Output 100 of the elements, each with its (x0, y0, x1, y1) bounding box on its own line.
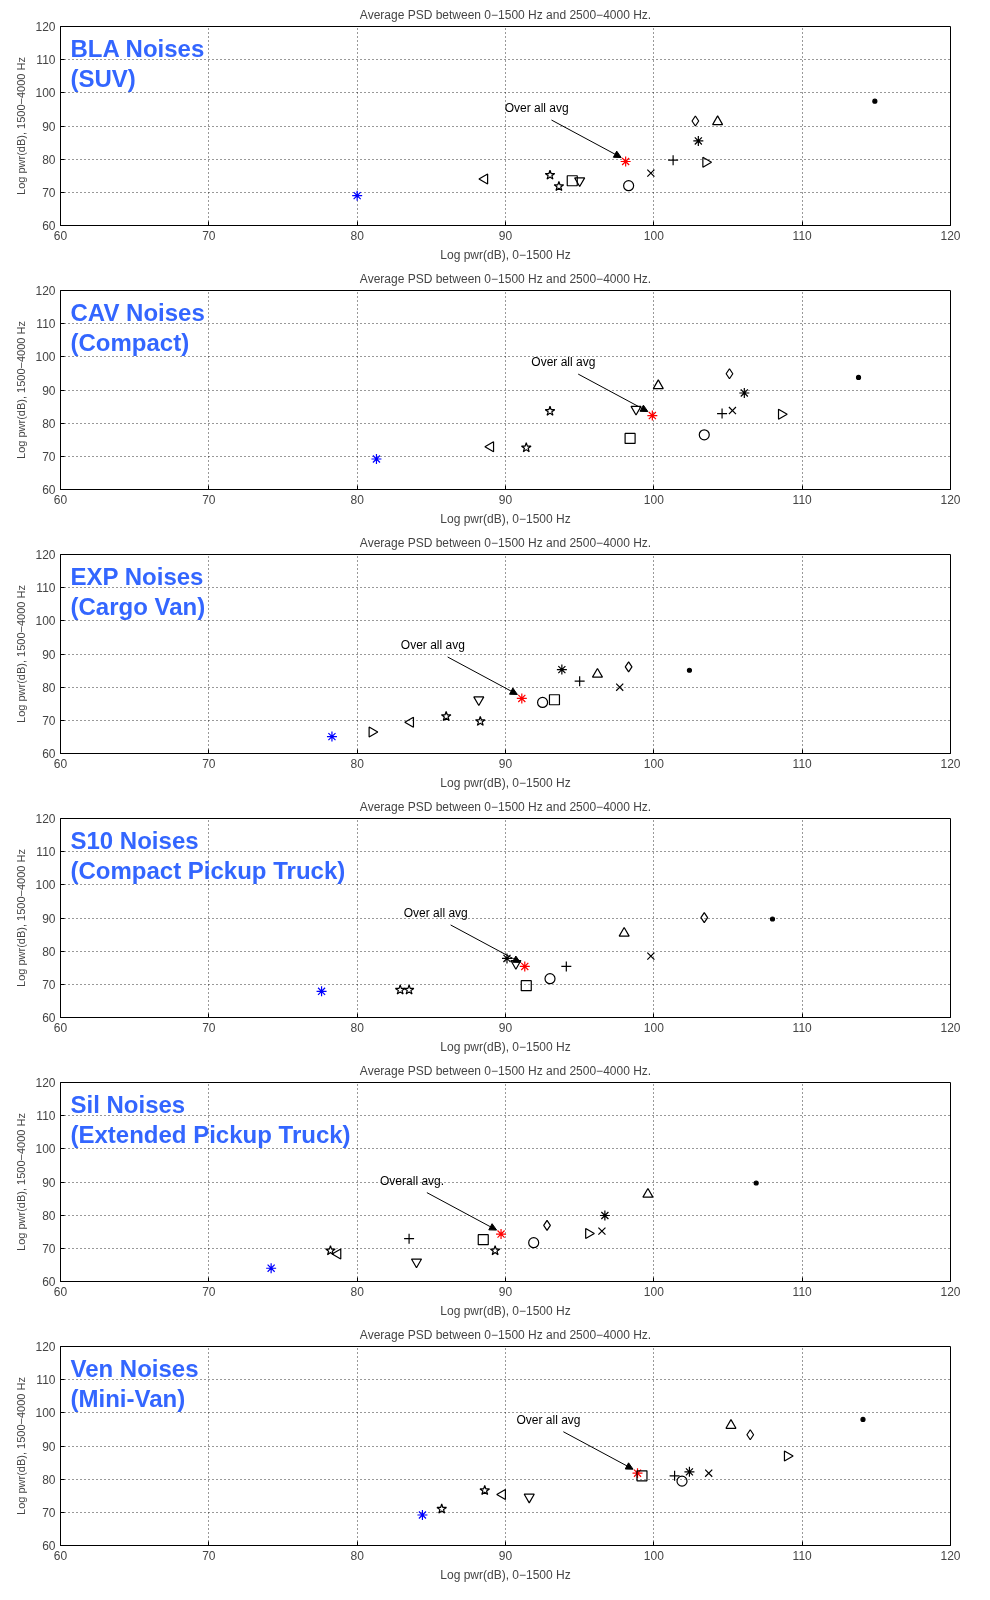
y-tick-label: 120 (35, 20, 56, 34)
point (516, 692, 528, 705)
point (652, 379, 664, 390)
y-tick-label: 60 (42, 1539, 56, 1553)
y-tick-label: 110 (36, 1373, 56, 1388)
point (738, 387, 750, 399)
y-tick-label: 100 (35, 878, 56, 893)
point (769, 916, 776, 922)
x-axis-title: Log pwr(dB), 0−1500 Hz (440, 511, 571, 526)
y-tick-label: 100 (35, 1142, 56, 1157)
point (368, 726, 379, 738)
y-tick-label: 100 (35, 350, 56, 365)
point (646, 168, 655, 178)
y-tick-label: 100 (35, 86, 56, 101)
y-tick-label: 100 (35, 614, 56, 629)
y-tick-label: 120 (35, 548, 56, 562)
x-tick-label: 70 (202, 228, 216, 243)
x-tick-label: 120 (940, 492, 961, 507)
point (642, 1187, 654, 1198)
point (624, 661, 633, 673)
x-tick-label: 90 (498, 756, 513, 771)
annotation: (Compact Pickup Truck) (70, 856, 346, 884)
x-tick-label: 120 (940, 1284, 961, 1299)
annotation: EXP Noises (70, 562, 204, 590)
annotation: CAV Noises (70, 298, 205, 326)
y-tick-label: 80 (42, 1208, 56, 1223)
y-tick-label: 120 (35, 284, 56, 298)
point (712, 115, 724, 126)
point (528, 1237, 540, 1249)
y-tick-label: 70 (42, 713, 56, 728)
point (474, 715, 486, 726)
point (566, 175, 578, 187)
annotation: Over all avg (504, 101, 569, 116)
point (676, 1475, 688, 1487)
point (416, 1509, 429, 1521)
point (636, 1470, 648, 1482)
x-tick-label: 100 (643, 756, 665, 771)
y-tick-label: 110 (36, 845, 56, 860)
point (702, 156, 713, 168)
chart-title: Average PSD between 0−1500 Hz and 2500−4000 Hz. (359, 799, 652, 814)
annotation: Over all avg (400, 638, 465, 653)
y-axis-title: Log pwr(dB), 1500−4000 Hz (15, 1113, 28, 1251)
point (746, 1429, 755, 1441)
point (331, 1248, 342, 1260)
point (496, 1488, 507, 1501)
point (624, 432, 636, 445)
point (615, 683, 624, 692)
annotation: Overall avg. (380, 1173, 445, 1188)
annotation: (SUV) (70, 64, 136, 92)
point (620, 155, 632, 168)
x-tick-label: 110 (792, 756, 813, 771)
x-axis-title: Log pwr(dB), 0−1500 Hz (440, 775, 571, 790)
y-axis-title: Log pwr(dB), 1500−4000 Hz (15, 585, 28, 723)
y-tick-label: 60 (42, 219, 56, 233)
point (599, 1209, 611, 1222)
y-tick-label: 70 (42, 449, 56, 464)
annotation: (Extended Pickup Truck) (70, 1120, 351, 1148)
annotation: (Mini-Van) (70, 1384, 186, 1412)
point (548, 694, 561, 706)
point (403, 984, 415, 995)
x-tick-label: 120 (940, 1020, 961, 1035)
point (404, 716, 415, 728)
point (698, 429, 710, 441)
x-tick-label: 100 (643, 492, 665, 507)
point (597, 1226, 607, 1236)
annotation: Ven Noises (70, 1354, 199, 1382)
point (855, 374, 862, 380)
point (479, 1484, 491, 1496)
y-tick-label: 90 (42, 1175, 56, 1190)
point (370, 453, 383, 465)
point (536, 696, 549, 709)
point (544, 405, 556, 416)
x-tick-label: 110 (792, 1284, 813, 1299)
chart-title: Average PSD between 0−1500 Hz and 2500−4000 Hz. (359, 535, 652, 550)
x-tick-label: 70 (202, 492, 216, 507)
point (436, 1503, 448, 1514)
point (520, 442, 532, 453)
x-tick-label: 80 (350, 1284, 365, 1299)
point (686, 667, 693, 673)
y-tick-label: 80 (42, 680, 56, 695)
x-tick-label: 90 (498, 1020, 513, 1035)
point (265, 1262, 277, 1274)
annotation: Sil Noises (70, 1090, 186, 1118)
y-tick-label: 120 (35, 1076, 56, 1090)
x-tick-label: 110 (792, 1548, 813, 1563)
y-tick-label: 80 (42, 416, 56, 431)
y-tick-label: 110 (36, 581, 56, 596)
x-axis-title: Log pwr(dB), 0−1500 Hz (440, 1567, 571, 1582)
point (544, 169, 556, 180)
annotation: Over all avg (516, 1412, 581, 1427)
chart-title: Average PSD between 0−1500 Hz and 2500−4000 Hz. (359, 1327, 652, 1342)
y-tick-label: 80 (42, 1472, 56, 1487)
point (544, 973, 556, 985)
x-tick-label: 90 (498, 1548, 513, 1563)
y-tick-label: 80 (42, 944, 56, 959)
x-tick-label: 100 (643, 1284, 665, 1299)
y-axis-title: Log pwr(dB), 1500−4000 Hz (15, 57, 28, 195)
x-axis-title: Log pwr(dB), 0−1500 Hz (440, 1039, 571, 1054)
y-axis-title: Log pwr(dB), 1500−4000 Hz (15, 321, 28, 459)
point (683, 1466, 696, 1478)
